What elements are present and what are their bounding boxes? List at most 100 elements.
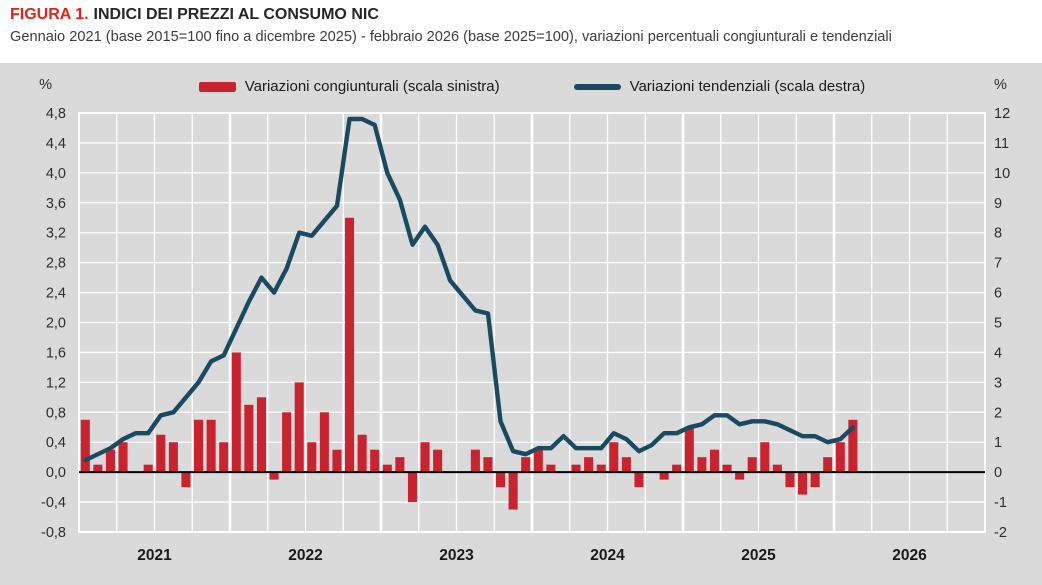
bar-month-25 [395, 457, 405, 473]
bar-month-19 [319, 412, 329, 473]
bar-month-49 [697, 457, 707, 473]
bar-month-18 [307, 442, 317, 473]
plot-border [78, 112, 986, 533]
bar-month-42 [609, 442, 619, 473]
bar-month-52 [735, 472, 745, 480]
bar-month-22 [357, 434, 367, 473]
legend-label-tendenziali: Variazioni tendenziali (scala destra) [629, 78, 866, 95]
legend-item-congiunturali: Variazioni congiunturali (scala sinistra… [198, 78, 500, 95]
chart-plot-svg: 4,8 4,4 4,0 3,6 3,2 2,8 2,4 2,0 1,6 1,2 0,8 0,4 0,0 -… [39, 77, 1010, 564]
bar-month-60 [835, 442, 845, 473]
bar-month-46 [659, 472, 669, 480]
right-axis-tick: 11 [994, 136, 1009, 152]
left-axis-tick: -0,8 [41, 525, 66, 541]
chart-panel: Variazioni congiunturali (scala sinistra… [0, 63, 1042, 585]
left-axis-tick: -0,4 [41, 495, 66, 511]
left-axis-tick: 4,4 [46, 136, 66, 152]
bar-month-35 [521, 457, 531, 473]
bar-month-31 [470, 449, 480, 473]
bar-month-43 [621, 457, 631, 473]
right-axis-tick: 10 [994, 166, 1010, 182]
bar-month-51 [722, 464, 732, 473]
right-axis-tick: 6 [994, 286, 1002, 302]
figure-title: FIGURA 1. INDICI DEI PREZZI AL CONSUMO NI… [10, 6, 1036, 24]
left-axis-tick: 0,4 [46, 435, 66, 451]
bar-month-5 [143, 464, 153, 473]
right-axis-tick: 5 [994, 316, 1002, 332]
bar-month-44 [634, 472, 644, 488]
bar-month-7 [168, 442, 178, 473]
right-axis-tick: 4 [994, 345, 1002, 361]
bar-month-0 [80, 419, 90, 473]
right-axis-tick: -1 [994, 495, 1007, 511]
right-axis-tick: 0 [994, 465, 1002, 481]
bar-month-11 [219, 442, 229, 473]
line-series-swatch-icon [573, 83, 621, 90]
x-axis-year-label: 2021 [137, 547, 172, 564]
bar-month-48 [684, 427, 694, 473]
bar-month-27 [420, 442, 430, 473]
left-axis-tick: 4,8 [46, 106, 66, 122]
trend-line [83, 116, 856, 463]
x-axis-year-label: 2025 [741, 547, 776, 564]
right-axis-tick: 9 [994, 196, 1002, 212]
bar-month-26 [407, 472, 417, 503]
right-axis-tick: 12 [994, 106, 1010, 122]
bar-month-41 [596, 464, 606, 473]
bar-month-23 [370, 449, 380, 473]
bar-month-17 [294, 382, 304, 473]
bar-month-15 [269, 472, 279, 480]
bar-month-54 [760, 442, 770, 473]
left-axis-tick: 1,6 [46, 345, 66, 361]
bar-month-47 [672, 464, 682, 473]
bar-month-59 [823, 457, 833, 473]
bar-month-50 [709, 449, 719, 473]
bar-month-8 [181, 472, 191, 488]
bar-series-swatch-icon [198, 81, 236, 92]
left-axis-tick: 2,4 [46, 286, 66, 302]
figure-number: FIGURA 1. [10, 6, 89, 23]
bar-month-39 [571, 464, 581, 473]
left-axis-tick: 0,0 [46, 465, 66, 481]
bar-month-13 [244, 404, 254, 473]
left-axis-tick: 3,6 [46, 196, 66, 212]
bar-month-32 [483, 457, 493, 473]
bar-month-56 [785, 472, 795, 488]
bar-month-2 [105, 449, 115, 473]
right-axis-tick: 7 [994, 256, 1002, 272]
bar-month-14 [256, 397, 266, 473]
left-axis-tick: 3,2 [46, 226, 66, 242]
bar-month-6 [156, 434, 166, 473]
bar-month-37 [546, 464, 556, 473]
legend-label-congiunturali: Variazioni congiunturali (scala sinistra… [244, 78, 500, 95]
bar-month-34 [508, 472, 518, 510]
bar-month-36 [533, 449, 543, 473]
right-axis-tick: 3 [994, 375, 1002, 391]
bar-month-33 [496, 472, 506, 488]
left-axis-tick: 2,8 [46, 256, 66, 272]
right-axis-tick: 2 [994, 405, 1002, 421]
bar-month-16 [282, 412, 292, 473]
bar-month-1 [93, 464, 103, 473]
bar-month-10 [206, 419, 216, 473]
right-axis-unit: % [994, 77, 1007, 93]
bar-month-24 [382, 464, 392, 473]
left-axis-tick: 4,0 [46, 166, 66, 182]
right-axis-tick: 1 [994, 435, 1002, 451]
legend-item-tendenziali: Variazioni tendenziali (scala destra) [573, 78, 866, 95]
left-axis-tick: 2,0 [46, 316, 66, 332]
left-axis-unit: % [39, 77, 52, 93]
bar-month-57 [798, 472, 808, 495]
bar-month-3 [118, 442, 128, 473]
bar-month-53 [747, 457, 757, 473]
bar-month-21 [345, 217, 355, 473]
x-axis-year-label: 2022 [288, 547, 322, 564]
x-axis-year-label: 2024 [590, 547, 625, 564]
bar-month-12 [231, 352, 241, 473]
x-axis-year-label: 2026 [892, 547, 927, 564]
chart-legend: Variazioni congiunturali (scala sinistra… [79, 78, 985, 95]
right-axis-tick: 8 [994, 226, 1002, 242]
bar-month-20 [332, 449, 342, 473]
left-axis-tick: 0,8 [46, 405, 66, 421]
